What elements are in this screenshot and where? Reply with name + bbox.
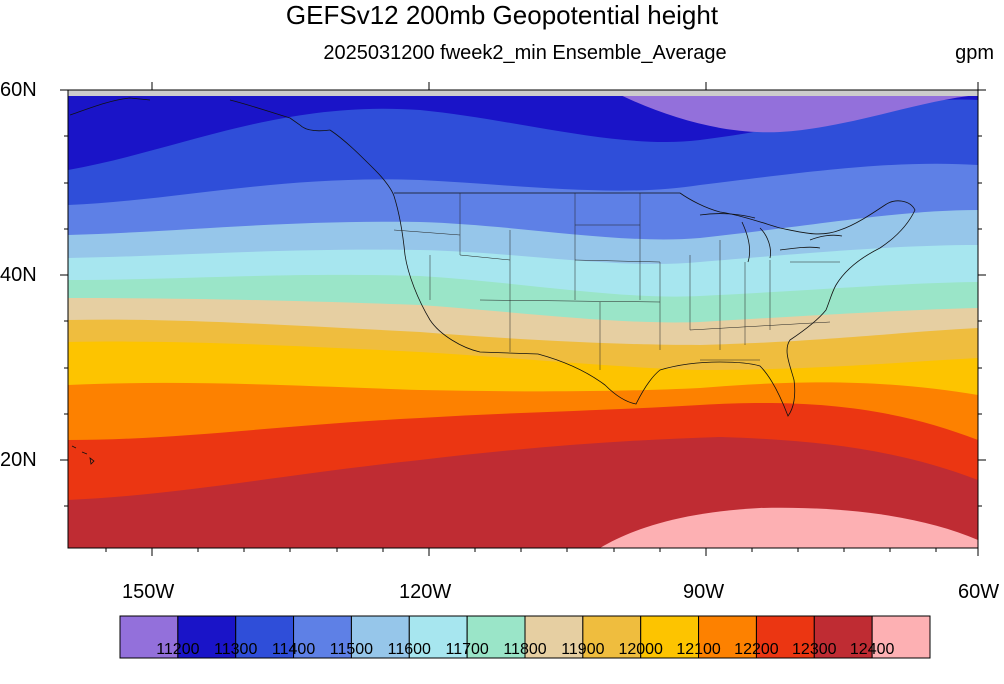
alaska-coast: [69, 97, 331, 132]
hawaii: [71, 445, 95, 465]
colorbar-swatch: [293, 615, 352, 659]
lat-label-40n: 40N: [0, 264, 37, 286]
contour-fill: [68, 90, 978, 548]
colorbar-swatch: [871, 615, 931, 659]
us-outline: [393, 192, 916, 417]
colorbar-swatch: [408, 615, 468, 659]
colorbar-label: 11600: [387, 641, 431, 658]
colorbar-swatch: [466, 615, 526, 659]
colorbar-swatch: [119, 615, 179, 659]
missing-data-strip: [68, 90, 978, 96]
plot-frame: [67, 89, 979, 549]
map-subtitle: 2025031200 fweek2_min Ensemble_Average: [323, 42, 727, 64]
colorbar-label: 11700: [445, 641, 489, 658]
ticks: [60, 82, 986, 556]
colorbar-swatch: [698, 615, 757, 659]
units-label: gpm: [955, 42, 994, 64]
colorbar-label: 11500: [329, 641, 374, 658]
lat-label-20n: 20N: [0, 449, 37, 471]
map-title: GEFSv12 200mb Geopotential height: [285, 0, 719, 30]
band-12500: [600, 507, 978, 548]
colorbar-label: 12200: [734, 641, 779, 658]
lon-label-60w: 60W: [958, 581, 1000, 603]
lon-label-150w: 150W: [122, 581, 175, 603]
coastlines: [69, 97, 916, 465]
colorbar-label: 11300: [214, 641, 258, 658]
colorbar-label: 12300: [792, 641, 837, 658]
colorbar-swatch: [235, 615, 295, 659]
colorbar-swatch: [582, 615, 642, 659]
colorbar: [119, 615, 931, 659]
state-borders: [393, 193, 840, 370]
colorbar-label: 11900: [561, 641, 605, 658]
colorbar-swatch: [813, 615, 873, 659]
great-lakes: [699, 213, 843, 263]
colorbar-swatch: [755, 615, 815, 659]
colorbar-swatch: [640, 615, 700, 659]
colorbar-label: 11800: [503, 641, 547, 658]
colorbar-swatch: [524, 615, 584, 659]
colorbar-label: 11400: [271, 641, 316, 658]
lon-label-120w: 120W: [399, 581, 452, 603]
band-11200: [610, 90, 978, 133]
lat-label-60n: 60N: [0, 79, 37, 101]
colorbar-label: 12000: [618, 641, 663, 658]
colorbar-label: 11200: [156, 641, 200, 658]
colorbar-label: 12100: [676, 641, 721, 658]
lon-label-90w: 90W: [683, 581, 725, 603]
canada-west-coast: [329, 129, 395, 197]
colorbar-label: 12400: [849, 641, 895, 658]
